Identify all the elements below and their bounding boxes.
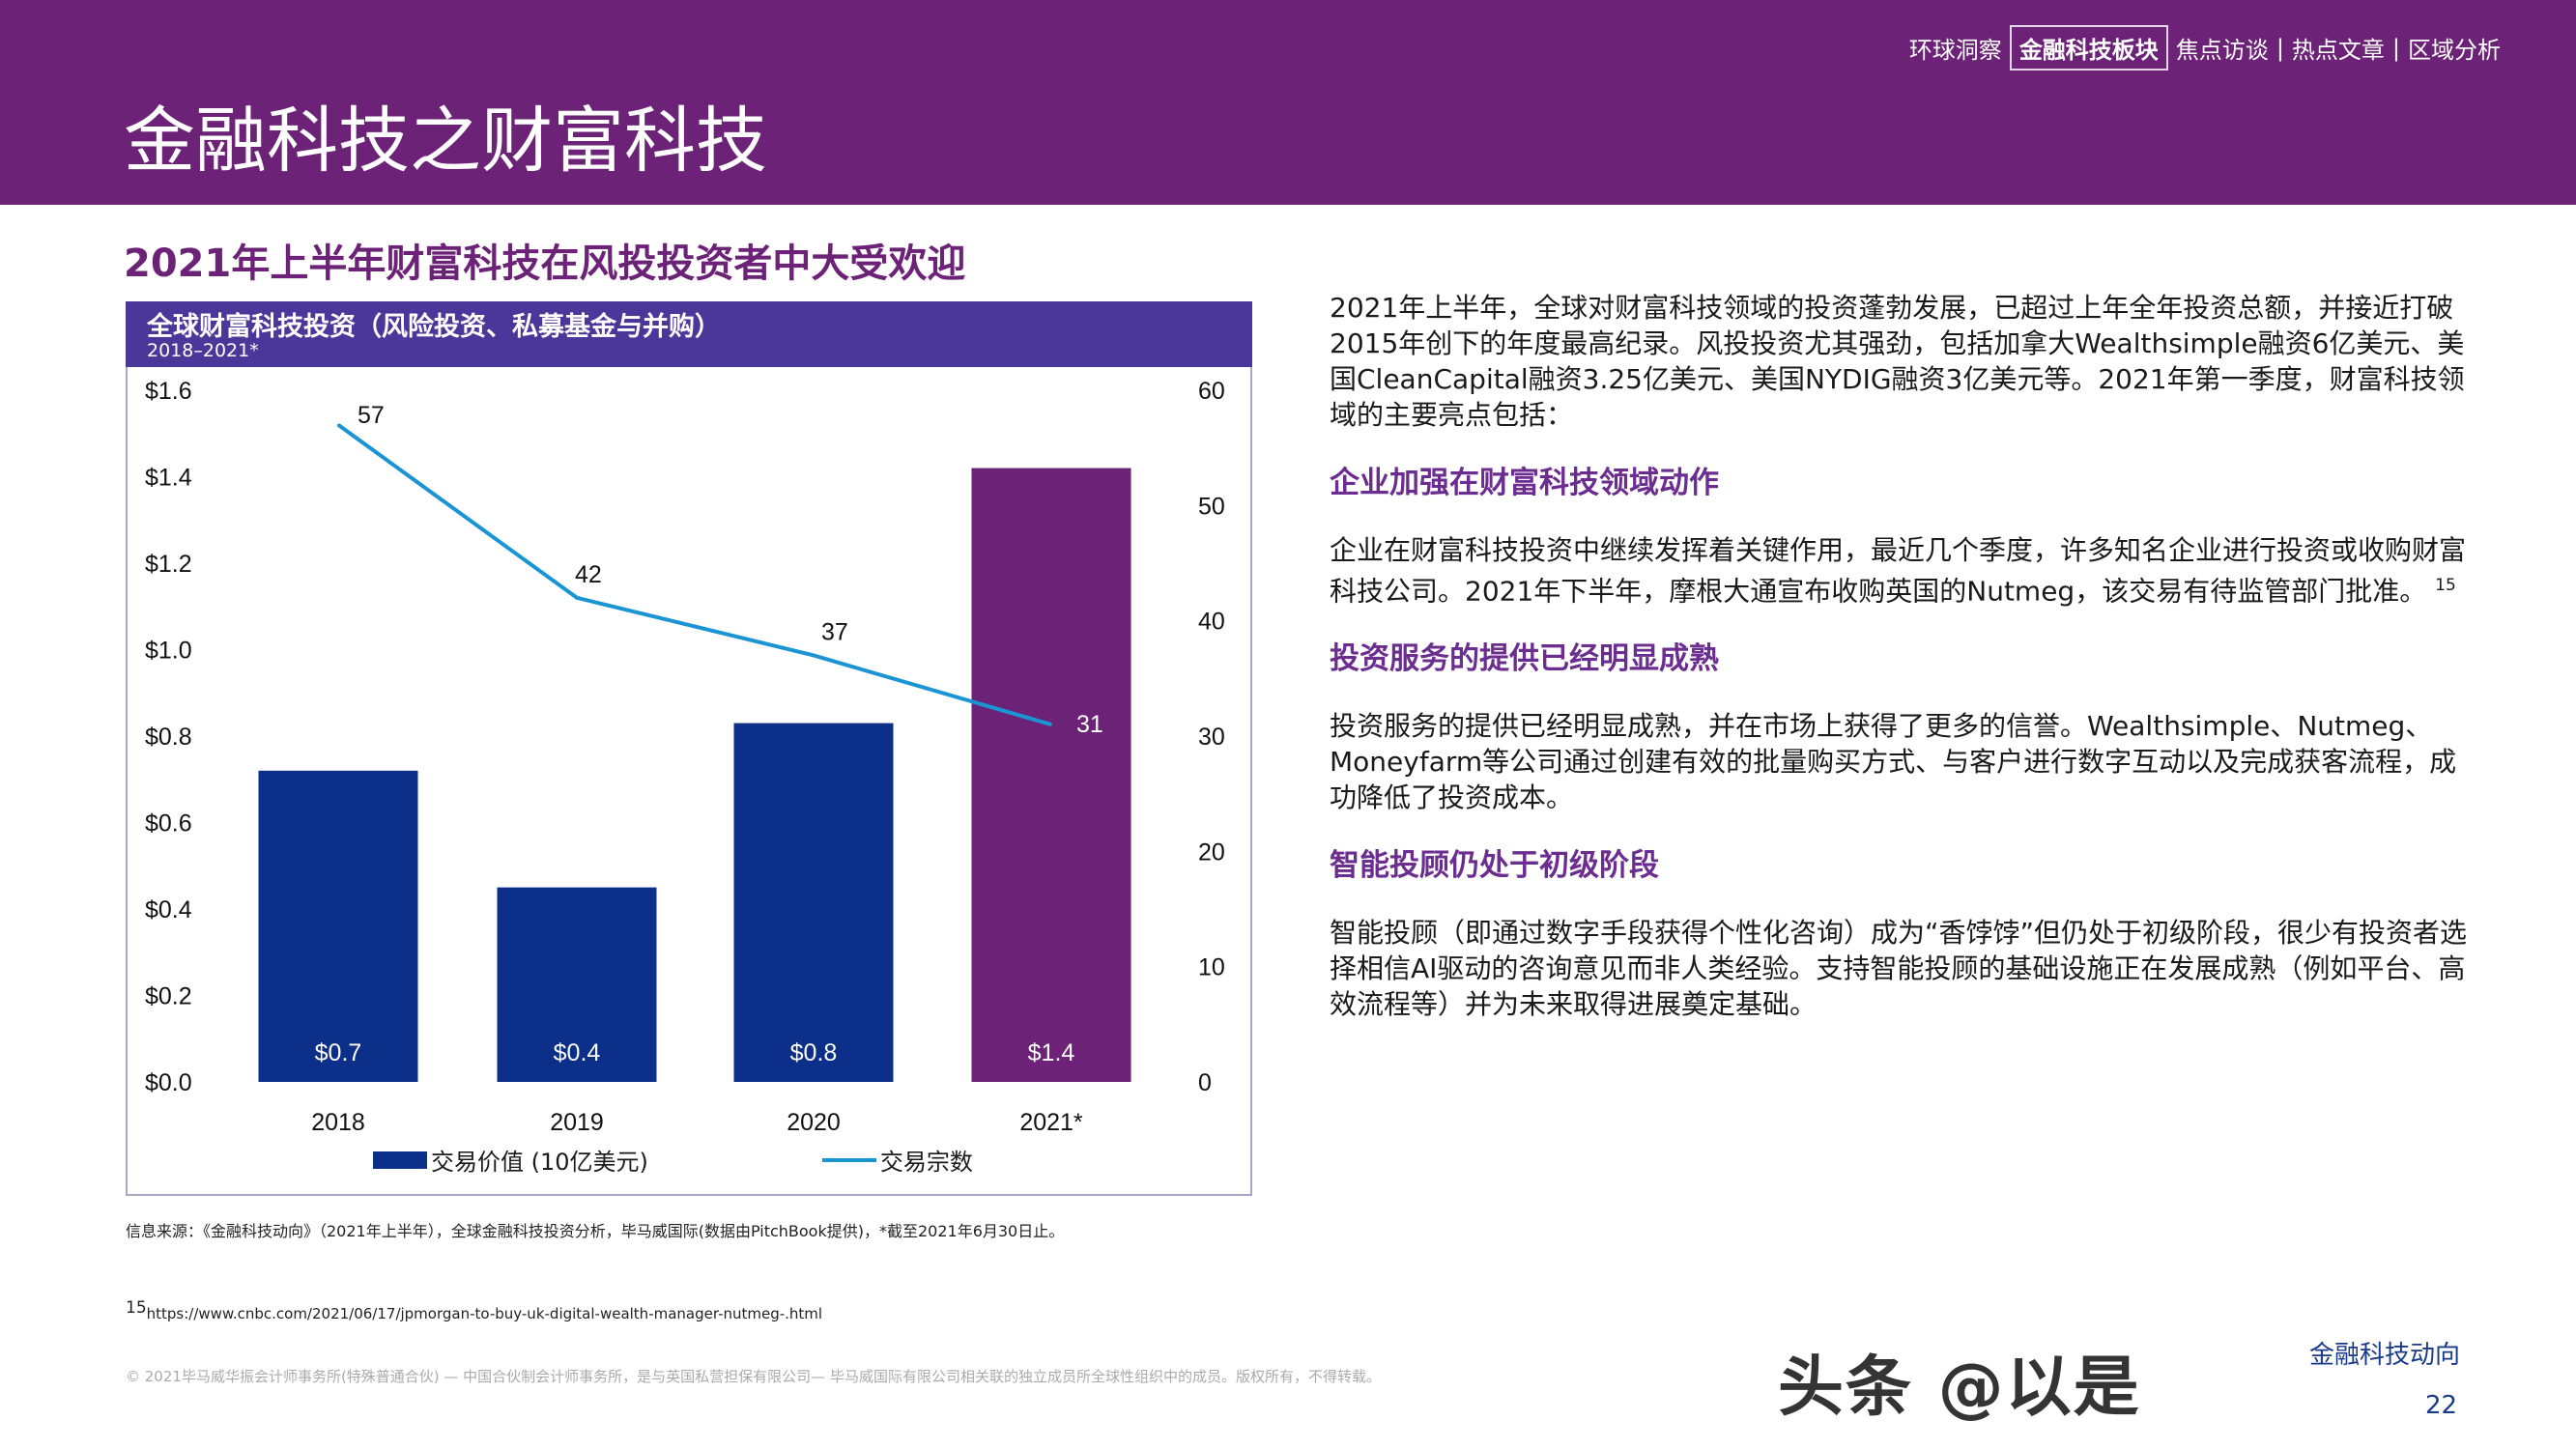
line-data-label: 37 [821,618,848,645]
bar-data-label: $0.8 [790,1039,838,1066]
nav-separator: | [2275,34,2284,62]
y-left-tick-label: $0.8 [145,724,192,751]
legend-item-count: 交易宗数 [821,1143,973,1177]
y-left-tick-label: $1.0 [145,638,192,665]
y-right-tick-label: 50 [1198,493,1225,520]
line-point [813,654,815,657]
chart-header: 全球财富科技投资（风险投资、私募基金与并购） 2018–2021* [126,301,1252,367]
section-paragraph: 智能投顾（即通过数字手段获得个性化咨询）成为“香饽饽”但仍处于初级阶段，很少有投… [1330,917,2468,1021]
intro-paragraph: 2021年上半年，全球对财富科技领域的投资蓬勃发展，已超过上年全年投资总额，并接… [1330,292,2465,431]
x-tick-label: 2021* [1019,1109,1083,1136]
bar-data-label: $0.4 [554,1039,601,1066]
y-left-tick-label: $0.6 [145,810,192,838]
y-right-tick-label: 30 [1198,724,1225,751]
watermark: 头条 @以是 [1778,1350,2141,1426]
y-right-tick-label: 40 [1198,609,1225,636]
footnote-number: 15 [126,1298,147,1318]
page-title: 金融科技之财富科技 [124,99,767,183]
line-data-label: 57 [358,402,385,429]
section-heading: 企业加强在财富科技领域动作 [1330,466,1719,500]
nav-hot-articles[interactable]: 热点文章 [2291,37,2385,64]
page-number: 22 [2425,1391,2458,1420]
y-left-tick-label: $0.2 [145,983,192,1010]
body-text: 2021年上半年，全球对财富科技领域的投资蓬勃发展，已超过上年全年投资总额，并接… [1330,290,2479,1055]
copyright: © 2021毕马威华振会计师事务所(特殊普通合伙) — 中国合伙制会计师事务所，… [126,1368,1381,1385]
chart-plot: $0.0 $0.2 $0.4 $0.6 $0.8 $1.0 $1.2 $1.4 $1.6 0 10 2… [145,378,1225,1136]
y-right-tick-label: 10 [1198,954,1225,981]
header-banner [0,0,2576,205]
footnote-link[interactable]: https://www.cnbc.com/2021/06/17/jpmorgan… [146,1305,823,1322]
x-tick-label: 2018 [311,1109,365,1136]
chart-subtitle: 2018–2021* [147,340,259,361]
line-data-label: 42 [575,561,602,588]
bar-data-label: $1.4 [1028,1039,1075,1066]
bar-2020 [733,723,894,1082]
nav-separator: | [2391,34,2400,62]
nav-interviews[interactable]: 焦点访谈 [2175,37,2269,64]
bar-2018 [258,770,418,1082]
y-right-tick-label: 0 [1198,1069,1212,1096]
bar-2021* [971,468,1131,1082]
line-point [576,596,578,599]
nav-regional-analysis[interactable]: 区域分析 [2408,37,2501,64]
y-right-tick-label: 20 [1198,838,1225,866]
line-data-label: 31 [1076,711,1103,738]
line-point [337,423,339,426]
legend-line-swatch [821,1157,876,1162]
nav-global-insights[interactable]: 环球洞察 [1908,37,2002,64]
legend-item-value: 交易价值 (10亿美元) [373,1143,648,1177]
x-tick-label: 2019 [550,1109,604,1136]
chart-title: 全球财富科技投资（风险投资、私募基金与并购） [147,312,721,342]
x-tick-label: 2020 [787,1109,841,1136]
section-paragraph: 投资服务的提供已经明显成熟，并在市场上获得了更多的信誉。Wealthsimple… [1330,710,2457,814]
paragraph-text: 企业在财富科技投资中继续发挥着关键作用，最近几个季度，许多知名企业进行投资或收购… [1330,534,2467,608]
section-heading: 智能投顾仍处于初级阶段 [1330,848,1659,884]
legend-label: 交易价值 (10亿美元) [431,1149,648,1176]
footnote-ref[interactable]: 15 [2435,576,2456,595]
section-heading: 投资服务的提供已经明显成熟 [1330,641,1719,677]
y-left-tick-label: $1.4 [145,465,192,492]
footer-brand: 金融科技动向 [2309,1341,2461,1370]
y-left-tick-label: $0.4 [145,896,192,923]
line-point [1050,724,1052,726]
legend-bar-swatch [373,1151,427,1169]
top-nav: 环球洞察 金融科技板块 焦点访谈 | 热点文章 | 区域分析 [1909,25,2501,71]
y-left-tick-label: $0.0 [145,1069,192,1096]
y-left-tick-label: $1.6 [145,378,192,405]
line-series-deal-count [336,423,1052,726]
footnote: 15https://www.cnbc.com/2021/06/17/jpmorg… [126,1298,822,1322]
y-right-tick-label: 60 [1198,378,1225,405]
section-title: 2021年上半年财富科技在风投投资者中大受欢迎 [124,242,966,286]
source-note: 信息来源：《金融科技动向》（2021年上半年），全球金融科技投资分析，毕马威国际… [126,1222,1065,1240]
bar-data-label: $0.7 [315,1039,362,1066]
section-paragraph: 企业在财富科技投资中继续发挥着关键作用，最近几个季度，许多知名企业进行投资或收购… [1330,532,2479,609]
chart-legend: 交易价值 (10亿美元) 交易宗数 [373,1143,973,1177]
y-left-tick-label: $1.2 [145,551,192,578]
legend-label: 交易宗数 [879,1149,973,1176]
nav-fintech-sector[interactable]: 金融科技板块 [2009,25,2168,71]
bar-2019 [497,887,657,1082]
